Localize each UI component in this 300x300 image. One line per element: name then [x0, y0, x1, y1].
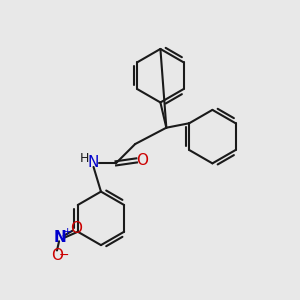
Text: O: O: [70, 221, 82, 236]
Text: −: −: [58, 249, 69, 262]
Text: O: O: [51, 248, 63, 263]
Text: O: O: [136, 153, 148, 168]
Text: +: +: [63, 227, 72, 237]
Text: H: H: [80, 152, 89, 165]
Text: N: N: [54, 230, 66, 245]
Text: N: N: [88, 155, 99, 170]
